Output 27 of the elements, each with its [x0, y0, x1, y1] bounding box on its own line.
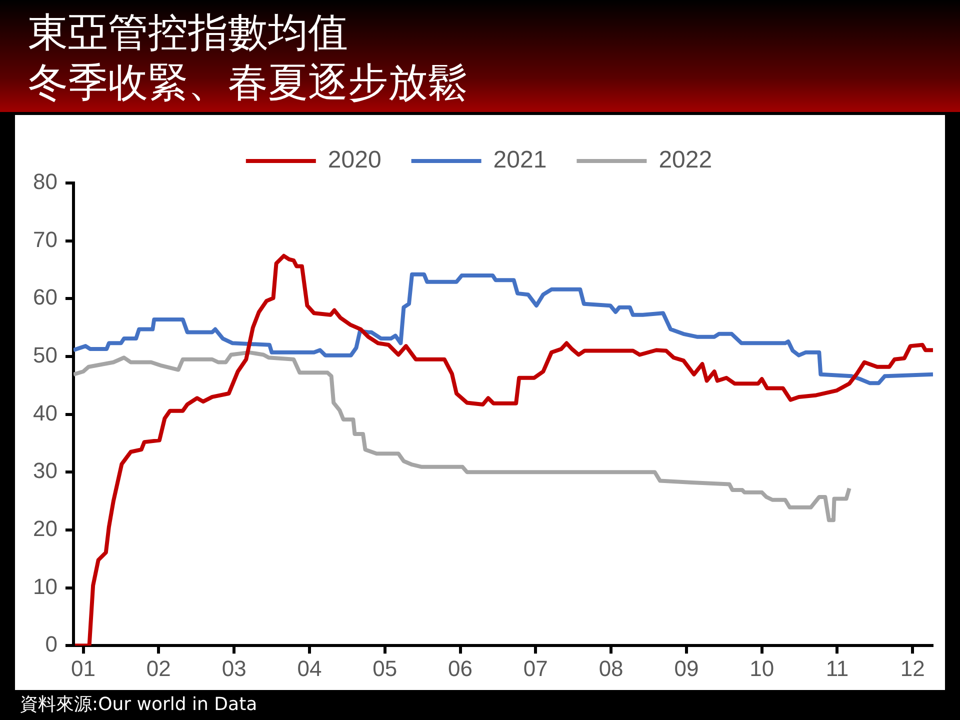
legend-label: 2020	[328, 146, 382, 174]
y-tick-label: 60	[32, 284, 58, 310]
y-tick-label: 10	[32, 574, 58, 599]
x-tick-label: 07	[523, 656, 548, 681]
x-tick-label: 11	[826, 656, 849, 681]
legend-label: 2021	[493, 146, 547, 174]
y-tick-label: 30	[32, 458, 58, 484]
x-tick-label: 04	[297, 656, 322, 681]
x-tick-label: 09	[674, 656, 699, 681]
chart-subtitle: 冬季收緊、春夏逐步放鬆	[28, 59, 468, 108]
x-tick-label: 02	[146, 656, 171, 681]
x-tick-label: 12	[900, 656, 925, 681]
y-tick-label: 50	[32, 342, 58, 368]
source-note: 資料來源:Our world in Data	[20, 694, 258, 715]
y-tick-label: 80	[32, 169, 58, 194]
y-tick-label: 20	[32, 516, 58, 542]
y-tick-label: 70	[32, 226, 58, 252]
chart-title: 東亞管控指數均值	[28, 9, 349, 58]
y-tick-label: 40	[32, 400, 58, 426]
x-tick-label: 08	[598, 656, 624, 681]
x-tick-label: 05	[372, 656, 398, 681]
y-tick-label: 0	[45, 632, 58, 657]
x-tick-label: 10	[750, 656, 774, 681]
legend-label: 2022	[658, 146, 712, 174]
x-tick-label: 01	[71, 656, 96, 681]
x-tick-label: 06	[448, 656, 472, 681]
x-tick-label: 03	[222, 656, 246, 681]
